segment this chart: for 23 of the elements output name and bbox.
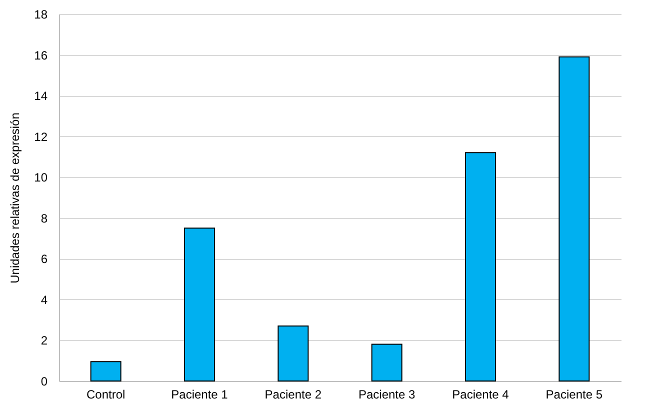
y-tick-label: 10 <box>34 170 48 185</box>
bar <box>90 361 122 382</box>
bar <box>371 344 402 382</box>
y-tick-label: 6 <box>40 252 48 266</box>
y-tick-label: 8 <box>40 211 48 226</box>
x-tick-label: Paciente 1 <box>171 388 228 402</box>
y-tick-label: 4 <box>40 292 48 307</box>
y-axis-title: Unidades relativas de expresión <box>8 112 22 284</box>
y-tick-label: 2 <box>40 334 48 348</box>
bar <box>184 228 215 382</box>
x-tick-label: Paciente 3 <box>358 388 416 402</box>
y-tick-label: 16 <box>34 48 48 62</box>
x-tick-label: Paciente 5 <box>546 388 603 402</box>
y-tick-label: 12 <box>34 130 48 144</box>
x-tick-label: Paciente 2 <box>264 388 322 402</box>
x-tick-label: Paciente 4 <box>452 388 510 402</box>
y-tick-label: 18 <box>34 8 48 22</box>
y-tick-label: 0 <box>40 374 48 388</box>
x-tick-label: Control <box>86 388 126 402</box>
bar <box>465 152 496 382</box>
bar <box>558 56 590 382</box>
bar <box>278 325 309 382</box>
y-tick-label: 14 <box>34 89 48 104</box>
